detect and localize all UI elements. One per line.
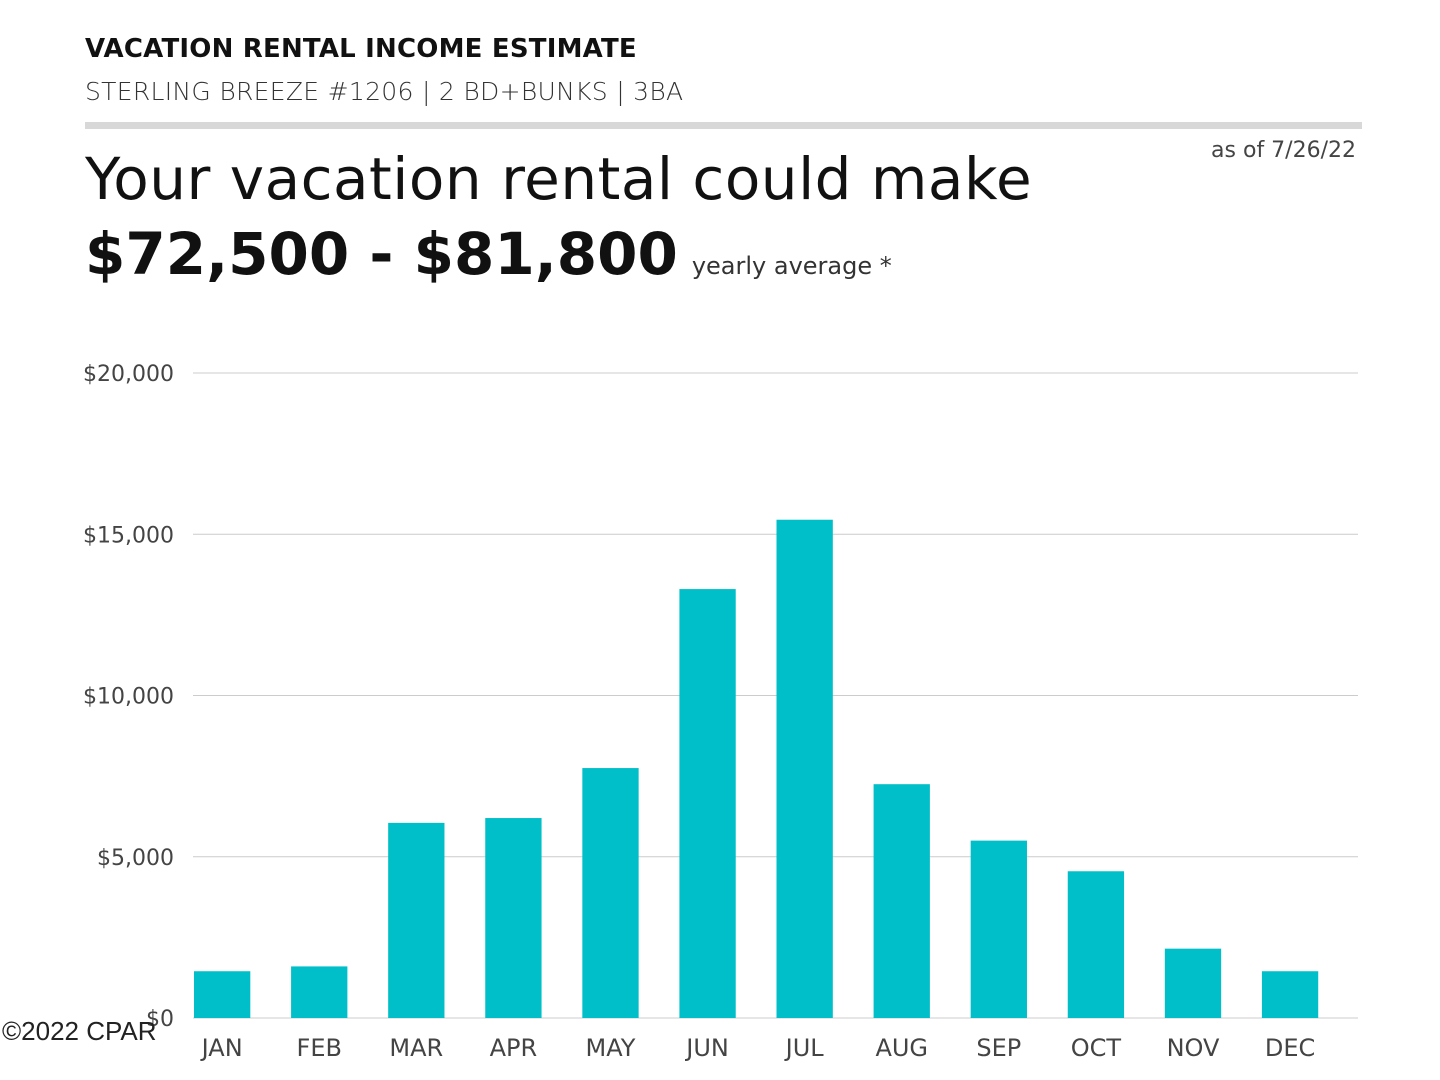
x-tick-label: DEC [1265, 1034, 1315, 1062]
y-tick-label: $20,000 [83, 362, 174, 387]
x-tick-label: NOV [1167, 1034, 1220, 1062]
income-range: $72,500 - $81,800 [85, 220, 678, 288]
bar [776, 519, 833, 1018]
x-tick-label: OCT [1071, 1034, 1122, 1062]
header-subtitle: STERLING BREEZE #1206 | 2 BD+BUNKS | 3BA [85, 77, 684, 106]
x-tick-label: AUG [875, 1034, 928, 1062]
header-title: VACATION RENTAL INCOME ESTIMATE [85, 34, 637, 64]
bar [582, 768, 639, 1018]
income-range-note: yearly average * [691, 252, 892, 280]
bar [1164, 948, 1222, 1018]
bar [679, 589, 736, 1018]
y-tick-label: $5,000 [97, 846, 174, 871]
bar [194, 971, 251, 1018]
x-tick-label: MAY [586, 1034, 636, 1062]
x-tick-label: JUN [684, 1034, 729, 1062]
y-tick-label: $15,000 [83, 523, 174, 548]
bar [970, 840, 1027, 1018]
bar [291, 966, 348, 1018]
x-tick-label: APR [490, 1034, 538, 1062]
income-range-row: $72,500 - $81,800 yearly average * [85, 220, 892, 288]
bar [1067, 871, 1125, 1018]
x-tick-label: SEP [976, 1034, 1021, 1062]
x-tick-label: JAN [200, 1034, 243, 1062]
x-tick-label: FEB [297, 1034, 342, 1062]
bar [873, 784, 930, 1018]
bar [1261, 971, 1319, 1018]
bar [485, 818, 542, 1018]
copyright-watermark: ©2022 CPAR [2, 1016, 157, 1046]
x-tick-label: JUL [784, 1034, 825, 1062]
headline: Your vacation rental could make [85, 145, 1033, 213]
y-tick-label: $10,000 [83, 685, 174, 710]
as-of-date: as of 7/26/22 [1211, 138, 1356, 163]
x-tick-label: MAR [389, 1034, 443, 1062]
header-divider [85, 122, 1362, 129]
bar [388, 822, 445, 1018]
y-tick-label: $0 [146, 1007, 174, 1032]
